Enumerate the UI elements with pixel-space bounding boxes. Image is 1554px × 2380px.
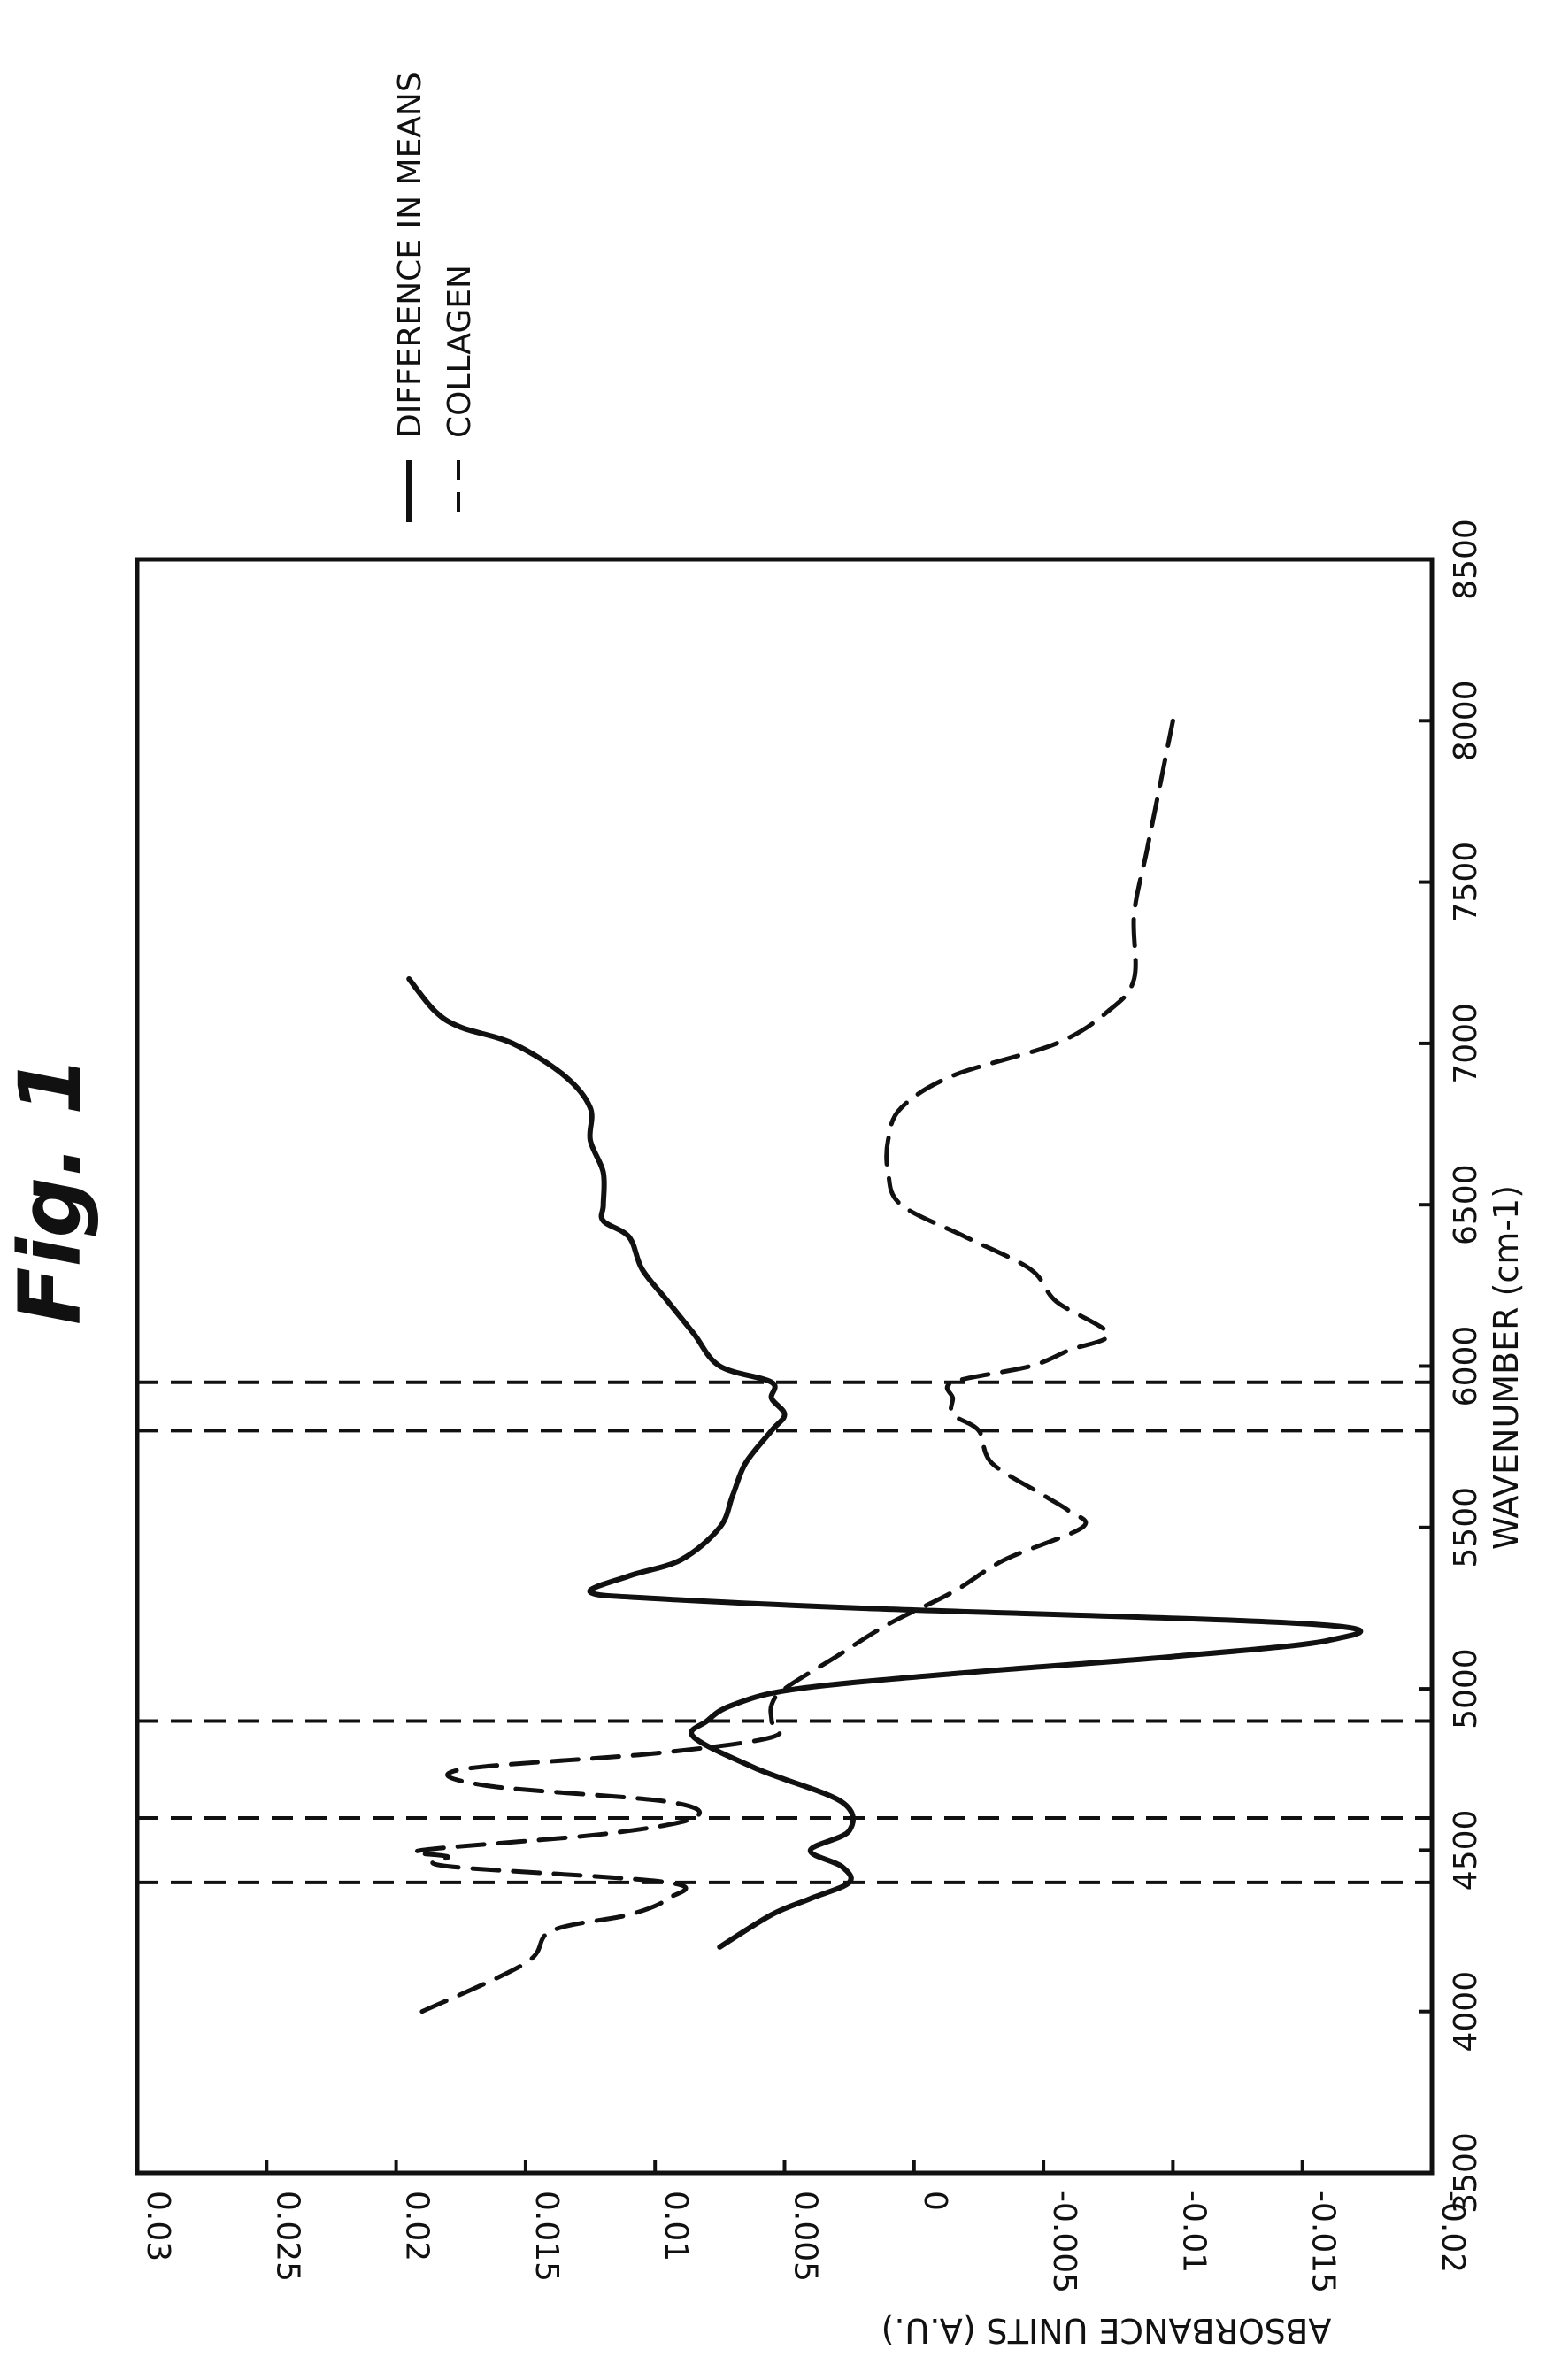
y-tick-label: -0.005 — [1046, 2191, 1082, 2293]
legend-label-difference: DIFFERENCE IN MEANS — [392, 72, 428, 438]
x-tick-label: 6500 — [1448, 1164, 1484, 1245]
y-tick-label: 0.03 — [140, 2191, 176, 2261]
x-axis-ticks: 3500400045005000550060006500700075008000… — [1419, 519, 1484, 2214]
y-tick-label: -0.02 — [1435, 2191, 1471, 2273]
y-tick-label: -0.01 — [1175, 2191, 1212, 2273]
x-tick-label: 5500 — [1448, 1487, 1484, 1568]
x-tick-label: 4000 — [1448, 1971, 1484, 2053]
x-tick-label: 4500 — [1448, 1810, 1484, 1891]
y-axis-title: ABSORBANCE UNITS (A.U.) — [881, 2311, 1332, 2350]
series-line-difference-in-means — [409, 979, 1360, 1947]
y-tick-label: 0.025 — [269, 2191, 305, 2282]
chart-legend: DIFFERENCE IN MEANS COLLAGEN — [392, 72, 478, 522]
reference-lines — [137, 1383, 1432, 1883]
y-tick-label: -0.015 — [1305, 2191, 1342, 2293]
y-tick-label: 0.005 — [788, 2191, 824, 2282]
x-tick-label: 7000 — [1448, 1003, 1484, 1084]
y-axis-ticks: 0.03 0.025 0.02 0.015 0.01 0.005 0 -0.005 -0.01 -… — [137, 2160, 1471, 2293]
y-tick-label: 0.015 — [528, 2191, 565, 2282]
x-axis-title: WAVENUMBER (cm-1) — [1487, 1185, 1526, 1550]
x-tick-label: 7500 — [1448, 842, 1484, 923]
x-tick-label: 6000 — [1448, 1326, 1484, 1407]
plot-area-frame — [137, 559, 1432, 2173]
y-tick-label: 0.02 — [399, 2191, 435, 2261]
y-tick-label: 0.01 — [658, 2191, 694, 2261]
figure-title: Fig. 1 — [1, 1056, 100, 1325]
legend-label-collagen: COLLAGEN — [442, 265, 478, 438]
x-tick-label: 8500 — [1448, 519, 1484, 600]
y-tick-label: 0 — [917, 2191, 953, 2211]
x-tick-label: 8000 — [1448, 680, 1484, 761]
x-tick-label: 5000 — [1448, 1648, 1484, 1729]
